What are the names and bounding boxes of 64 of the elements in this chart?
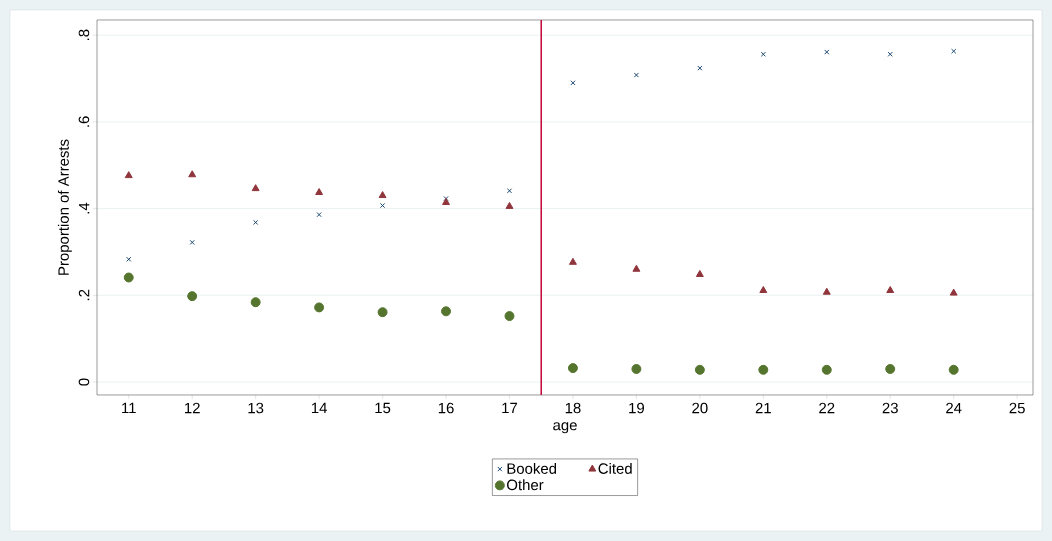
point: [885, 363, 896, 374]
point: [632, 264, 641, 272]
point: [124, 171, 133, 179]
legend-label: Booked: [507, 462, 557, 474]
y-tick-label: .2: [78, 289, 90, 301]
x-tick-label: 23: [882, 402, 898, 414]
y-tick-label: 0: [78, 378, 90, 386]
point: [631, 363, 642, 374]
x-tick-label: 14: [311, 402, 327, 414]
point: [886, 286, 895, 293]
point: [315, 188, 324, 196]
point: [505, 201, 514, 209]
x-tick-label: 12: [185, 402, 200, 414]
point: [948, 364, 959, 375]
point: [250, 297, 261, 308]
point: [695, 269, 704, 277]
point: [570, 80, 576, 86]
x-tick-label: 21: [755, 402, 771, 414]
point: [824, 49, 830, 55]
y-tick-label: .8: [78, 29, 90, 41]
x-tick-label: 13: [248, 402, 264, 414]
point: [633, 72, 640, 78]
point: [697, 65, 703, 71]
x-tick-label: 24: [946, 402, 962, 414]
legend-label: Cited: [598, 462, 632, 474]
point: [887, 51, 893, 57]
point: [760, 51, 766, 57]
point: [822, 287, 831, 295]
point: [251, 184, 260, 192]
point: [123, 272, 134, 283]
legend-label: Other: [507, 479, 544, 491]
point: [316, 212, 322, 218]
x-tick-label: 20: [692, 402, 708, 414]
point: [189, 239, 195, 245]
x-tick-label: 15: [375, 402, 391, 414]
y-axis-title: Proportion of Arrests: [57, 139, 72, 275]
point: [126, 256, 132, 262]
point: [567, 363, 578, 374]
point: [949, 288, 958, 296]
point: [568, 257, 577, 265]
point: [759, 286, 768, 293]
point: [441, 306, 452, 317]
point: [253, 219, 259, 226]
y-tick-label: .6: [78, 116, 90, 127]
y-tick-label: .4: [78, 202, 90, 214]
point: [314, 302, 325, 313]
x-tick-label: 17: [502, 402, 518, 414]
x-tick-label: 22: [819, 402, 835, 414]
point: [506, 188, 513, 194]
point: [504, 311, 515, 322]
x-tick-label: 16: [438, 402, 454, 414]
point: [187, 291, 198, 302]
x-tick-label: 11: [122, 402, 136, 414]
point: [821, 364, 832, 375]
x-tick-label: 18: [565, 402, 581, 414]
point: [377, 307, 388, 318]
x-axis-title: age: [553, 422, 577, 434]
x-tick-label: 19: [629, 402, 644, 414]
point: [951, 48, 957, 54]
x-tick-label: 25: [1009, 402, 1025, 414]
point: [378, 191, 387, 199]
point: [188, 170, 197, 178]
point: [694, 364, 705, 375]
point: [758, 364, 769, 375]
